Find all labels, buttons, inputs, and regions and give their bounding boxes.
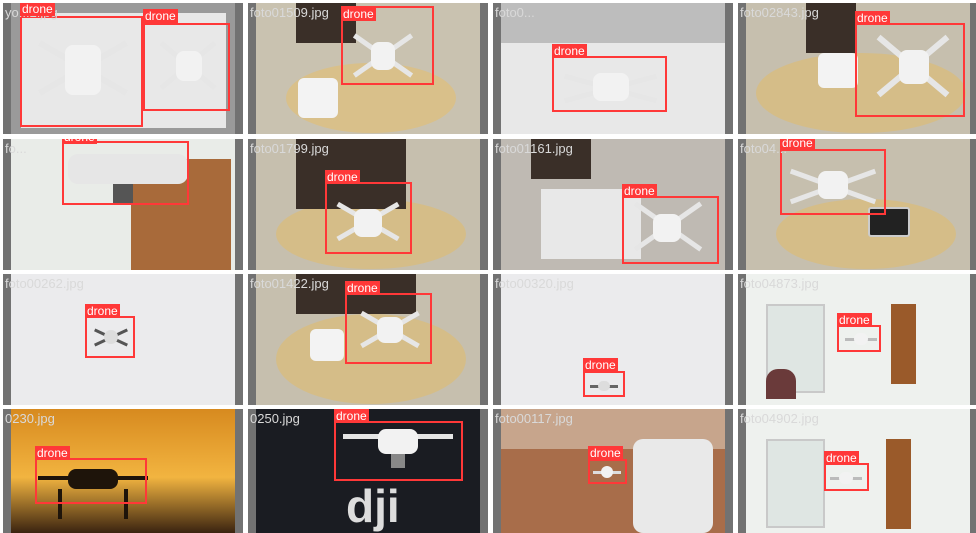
- filename: 0250.jpg: [250, 411, 300, 426]
- bounding-box: [345, 293, 432, 364]
- remote-controller: [633, 439, 713, 533]
- photo: [11, 409, 235, 533]
- drone-image: [343, 424, 453, 479]
- drone-image: [91, 322, 131, 354]
- tile-15[interactable]: foto00117.jpg drone: [493, 409, 733, 533]
- filename: foto04873.jpg: [740, 276, 819, 291]
- bounding-box: [20, 16, 143, 127]
- box-label: drone: [325, 170, 360, 184]
- drone-image: [328, 189, 408, 254]
- drone-image: [558, 61, 663, 116]
- filename: 0230.jpg: [5, 411, 55, 426]
- tile-1[interactable]: yo...2.jpg drone drone: [3, 3, 243, 134]
- bounding-box: [622, 196, 719, 264]
- tile-13[interactable]: 0230.jpg drone: [3, 409, 243, 533]
- tile-14[interactable]: dji 0250.jpg drone: [248, 409, 488, 533]
- box-label: drone: [552, 44, 587, 58]
- tile-9[interactable]: foto00262.jpg drone: [3, 274, 243, 405]
- photo: [11, 274, 235, 405]
- box-label: drone: [35, 446, 70, 460]
- photo: dji: [256, 409, 480, 533]
- drone-image: [588, 376, 620, 396]
- bounding-box: [62, 141, 189, 205]
- phone: [868, 207, 910, 237]
- remote-controller: [310, 329, 344, 361]
- bounding-box: [85, 316, 135, 358]
- filename: foto04...: [740, 141, 787, 156]
- bounding-box: [824, 463, 869, 491]
- box-label: drone: [622, 184, 657, 198]
- filename: foto01509.jpg: [250, 5, 329, 20]
- bounding-box: [588, 459, 627, 484]
- box-label: drone: [780, 139, 815, 150]
- tile-10[interactable]: foto01422.jpg drone: [248, 274, 488, 405]
- bounding-box: [780, 149, 886, 215]
- filename: foto01799.jpg: [250, 141, 329, 156]
- tile-12[interactable]: foto04873.jpg drone: [738, 274, 976, 405]
- bounding-box: [334, 421, 463, 481]
- photo: [501, 139, 725, 270]
- box-label: drone: [85, 304, 120, 318]
- tile-11[interactable]: foto00320.jpg drone: [493, 274, 733, 405]
- box-label: drone: [588, 446, 623, 460]
- tile-5[interactable]: fo... drone: [3, 139, 243, 270]
- photo: [501, 3, 725, 134]
- bounding-box: [35, 458, 147, 504]
- drone-image: [68, 144, 188, 224]
- photo: [256, 274, 480, 405]
- box-label: drone: [341, 7, 376, 21]
- bounding-box: [855, 23, 965, 117]
- box-label: drone: [20, 3, 55, 16]
- box-label: drone: [837, 313, 872, 327]
- box-label: drone: [334, 409, 369, 423]
- filename: foto0...: [495, 5, 535, 20]
- drone-image: [343, 18, 423, 88]
- tile-16[interactable]: foto04902.jpg drone: [738, 409, 976, 533]
- filename: foto00320.jpg: [495, 276, 574, 291]
- filename: foto00262.jpg: [5, 276, 84, 291]
- tile-2[interactable]: foto01509.jpg drone: [248, 3, 488, 134]
- drone-image: [623, 194, 713, 264]
- filename: foto00117.jpg: [495, 411, 573, 426]
- bounding-box: [583, 371, 625, 397]
- drone-image: [591, 461, 623, 483]
- box-label: drone: [62, 139, 97, 144]
- drone-image: [863, 18, 963, 113]
- bounding-box: [325, 182, 412, 254]
- box-label: drone: [345, 281, 380, 295]
- photo: [501, 274, 725, 405]
- tile-7[interactable]: foto01161.jpg drone: [493, 139, 733, 270]
- drone-image: [38, 464, 148, 519]
- bounding-box: [143, 23, 230, 111]
- filename: foto01161.jpg: [495, 141, 573, 156]
- photo: [746, 139, 970, 270]
- box-label: drone: [143, 9, 178, 23]
- photo: [746, 409, 970, 533]
- drone-image: [23, 15, 143, 125]
- box-label: drone: [583, 358, 618, 372]
- bounding-box: [837, 325, 881, 352]
- filename: fo...: [5, 141, 27, 156]
- bounding-box: [552, 56, 667, 112]
- filename: foto02843.jpg: [740, 5, 819, 20]
- drone-image: [148, 23, 228, 108]
- filename: foto04902.jpg: [740, 411, 819, 426]
- drone-image: [353, 299, 428, 359]
- tile-4[interactable]: foto02843.jpg drone: [738, 3, 976, 134]
- drone-image: [843, 327, 879, 351]
- filename: foto01422.jpg: [250, 276, 329, 291]
- remote-controller: [818, 53, 858, 88]
- box-label: drone: [855, 11, 890, 25]
- box-label: drone: [824, 451, 859, 465]
- tile-8[interactable]: foto04... drone: [738, 139, 976, 270]
- drone-image: [783, 149, 883, 219]
- tile-6[interactable]: foto01799.jpg drone: [248, 139, 488, 270]
- bounding-box: [341, 6, 434, 85]
- drone-image: [828, 466, 864, 490]
- remote-controller: [298, 78, 338, 118]
- tile-3[interactable]: foto0... drone: [493, 3, 733, 134]
